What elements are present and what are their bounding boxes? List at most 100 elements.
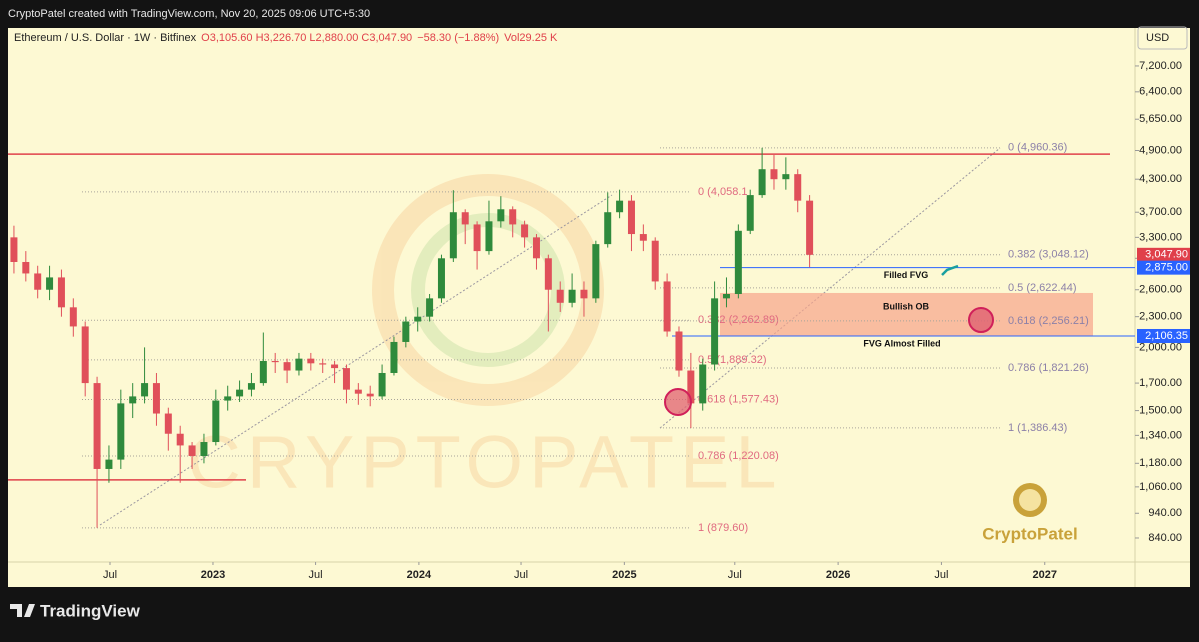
candle-body bbox=[568, 289, 576, 303]
price-label: 3,047.90 bbox=[1145, 249, 1188, 261]
y-tick-label: 1,340.00 bbox=[1139, 429, 1182, 441]
candle-body bbox=[81, 326, 89, 384]
y-tick-label: 4,300.00 bbox=[1139, 173, 1182, 185]
candle-body bbox=[22, 261, 30, 274]
candle-body bbox=[247, 383, 255, 390]
price-label: 2,875.00 bbox=[1145, 262, 1188, 274]
x-tick-label: 2025 bbox=[612, 569, 636, 581]
candle-body bbox=[224, 396, 232, 401]
candle-body bbox=[105, 459, 113, 469]
candle-body bbox=[794, 174, 802, 201]
y-tick-label: 940.00 bbox=[1148, 507, 1182, 519]
candle-body bbox=[687, 370, 695, 404]
candle-body bbox=[378, 372, 386, 397]
candle-body bbox=[711, 298, 719, 365]
candle-body bbox=[271, 360, 279, 363]
check-mark bbox=[941, 264, 959, 276]
candle-body bbox=[604, 212, 612, 245]
legend: Ethereum / U.S. Dollar · 1W · Bitfinex O3… bbox=[14, 32, 558, 44]
highlight-circle bbox=[968, 307, 994, 333]
candle-body bbox=[758, 169, 766, 196]
candle-body bbox=[34, 273, 42, 290]
candle-body bbox=[414, 316, 422, 322]
footer: TradingView bbox=[40, 601, 141, 620]
candle-body bbox=[485, 221, 493, 252]
candle-body bbox=[426, 298, 434, 317]
candle-body bbox=[734, 230, 742, 295]
price-label-box bbox=[1137, 247, 1190, 262]
candle-body bbox=[437, 258, 445, 299]
annotation: Filled FVG bbox=[884, 270, 929, 280]
annotation: Bullish OB bbox=[883, 302, 930, 312]
x-tick-label: Jul bbox=[934, 569, 948, 581]
legend-part: Ethereum / U.S. Dollar · 1W · Bitfinex bbox=[14, 32, 197, 44]
candle-body bbox=[212, 400, 220, 443]
candle-body bbox=[176, 433, 184, 446]
candle-body bbox=[152, 383, 160, 414]
price-label: 2,106.35 bbox=[1145, 330, 1188, 342]
candle-body bbox=[141, 383, 149, 397]
watermark: CRYPTOPATEL bbox=[187, 421, 782, 504]
candle-body bbox=[461, 212, 469, 225]
x-tick-label: Jul bbox=[728, 569, 742, 581]
y-tick-label: 6,400.00 bbox=[1139, 86, 1182, 98]
price-label-box bbox=[1137, 328, 1190, 343]
candle-body bbox=[342, 368, 350, 390]
candle-body bbox=[556, 289, 564, 303]
candle-body bbox=[10, 237, 18, 262]
price-label-box bbox=[1137, 260, 1190, 275]
candle-body bbox=[129, 396, 137, 404]
annotation: FVG Almost Filled bbox=[863, 338, 940, 348]
candle-body bbox=[544, 258, 552, 290]
logo-badge bbox=[1013, 483, 1047, 517]
candle-body bbox=[188, 445, 196, 456]
candle-body bbox=[93, 383, 101, 469]
tv-logo bbox=[10, 604, 35, 617]
candle-body bbox=[627, 200, 635, 235]
y-tick-label: 3,300.00 bbox=[1139, 231, 1182, 243]
fib-label: 0.786 (1,821.26) bbox=[1008, 362, 1089, 374]
candle-body bbox=[164, 413, 172, 434]
candle-body bbox=[770, 169, 778, 180]
order-block bbox=[720, 292, 1093, 336]
candle-body bbox=[663, 281, 671, 332]
x-tick-label: 2026 bbox=[826, 569, 850, 581]
legend-part: O3,105.60 H3,226.70 L2,880.00 C3,047.90 bbox=[201, 32, 412, 44]
fib-label: 0.618 (1,577.43) bbox=[698, 393, 779, 405]
candle-body bbox=[331, 364, 339, 369]
candle-body bbox=[283, 362, 291, 371]
y-tick-label: 5,650.00 bbox=[1139, 113, 1182, 125]
candle-body bbox=[699, 364, 707, 404]
candle-body bbox=[449, 212, 457, 259]
logo-text: CryptoPatel bbox=[982, 524, 1077, 543]
y-tick-label: 1,180.00 bbox=[1139, 457, 1182, 469]
fib-trend-right bbox=[659, 147, 1001, 429]
currency: USD bbox=[1146, 32, 1169, 44]
candle-body bbox=[46, 277, 54, 290]
currency-box bbox=[1137, 26, 1188, 50]
candle-body bbox=[307, 358, 315, 364]
candle-body bbox=[402, 321, 410, 342]
y-tick-label: 2,000.00 bbox=[1139, 341, 1182, 353]
candle-body bbox=[69, 307, 77, 327]
candle-body bbox=[259, 360, 267, 384]
candle-body bbox=[592, 244, 600, 299]
candle-body bbox=[57, 277, 65, 308]
candle-body bbox=[366, 393, 374, 397]
candle-body bbox=[639, 234, 647, 241]
y-tick-label: 1,500.00 bbox=[1139, 404, 1182, 416]
fib-label: 1 (879.60) bbox=[698, 522, 748, 534]
y-tick-label: 2,600.00 bbox=[1139, 284, 1182, 296]
candle-body bbox=[651, 240, 659, 282]
y-tick-label: 2,300.00 bbox=[1139, 311, 1182, 323]
x-tick-label: Jul bbox=[309, 569, 323, 581]
y-tick-label: 1,700.00 bbox=[1139, 377, 1182, 389]
y-tick-label: 840.00 bbox=[1148, 532, 1182, 544]
candle-body bbox=[616, 200, 624, 213]
candle-body bbox=[390, 341, 398, 373]
candle-body bbox=[236, 389, 244, 397]
fib-label: 1 (1,386.43) bbox=[1008, 422, 1067, 434]
candle-body bbox=[354, 389, 362, 394]
